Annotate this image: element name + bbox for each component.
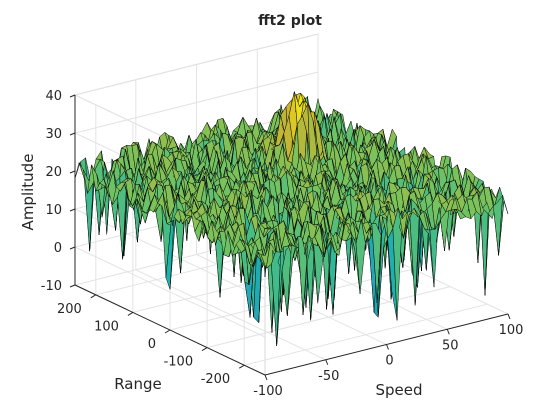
amplitude-tick-label: 10 xyxy=(45,203,62,218)
speed-tick-label: 100 xyxy=(499,323,524,338)
range-tick-mark xyxy=(164,329,171,334)
surface-patch xyxy=(498,195,509,256)
amplitude-tick-label: 30 xyxy=(45,127,62,142)
range-tick-label: 0 xyxy=(148,337,156,352)
range-tick-mark xyxy=(127,311,134,316)
surface-mesh xyxy=(74,91,509,347)
speed-tick-mark xyxy=(325,359,329,365)
amplitude-tick-mark xyxy=(69,132,76,136)
speed-tick-mark xyxy=(386,344,389,350)
speed-tick-mark xyxy=(507,313,511,320)
amplitude-tick-mark xyxy=(69,284,76,288)
y-axis-label: Range xyxy=(114,375,162,393)
amplitude-tick-mark xyxy=(69,208,76,212)
speed-tick-label: -100 xyxy=(253,384,283,399)
amplitude-tick-mark xyxy=(69,94,76,98)
speed-tick-mark xyxy=(446,329,450,335)
speed-tick-mark xyxy=(264,374,268,381)
x-axis-label: Speed xyxy=(375,381,422,399)
range-tick-label: -100 xyxy=(164,355,194,370)
amplitude-tick-label: 20 xyxy=(45,165,62,180)
speed-tick-label: 0 xyxy=(385,354,393,369)
amplitude-tick-mark xyxy=(69,170,76,174)
range-tick-mark xyxy=(238,364,245,369)
grid-line-speed xyxy=(196,64,387,345)
amplitude-tick-label: 0 xyxy=(54,241,62,256)
range-tick-label: 100 xyxy=(94,319,119,334)
amplitude-tick-label: 40 xyxy=(45,89,62,104)
z-axis-label: Amplitude xyxy=(19,154,37,231)
speed-tick-label: 50 xyxy=(442,338,459,353)
chart-title: fft2 plot xyxy=(258,13,322,29)
amplitude-tick-mark xyxy=(69,246,76,250)
range-tick-mark xyxy=(201,347,208,352)
range-tick-label: -200 xyxy=(201,372,231,387)
amplitude-tick-label: -10 xyxy=(41,279,62,294)
range-tick-mark xyxy=(90,294,97,299)
speed-tick-label: -50 xyxy=(318,369,339,384)
axis-lines xyxy=(69,94,511,381)
range-tick-label: 200 xyxy=(57,302,82,317)
